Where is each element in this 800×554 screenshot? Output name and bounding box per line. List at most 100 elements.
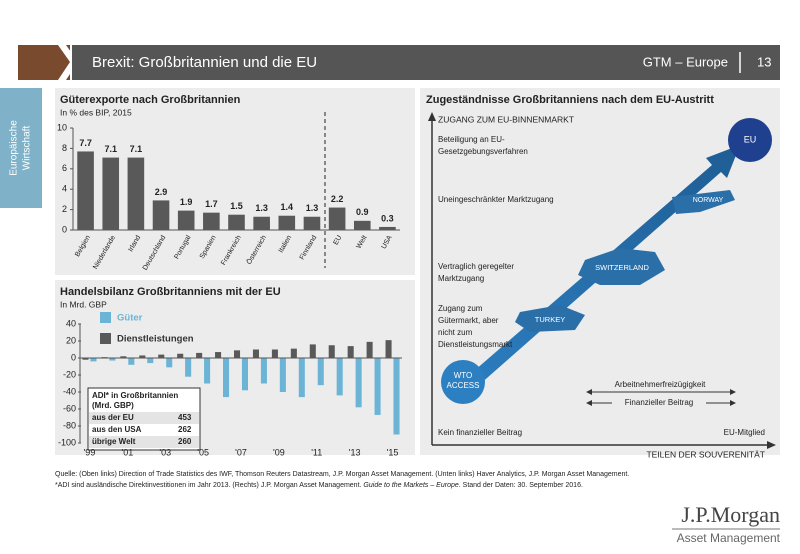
bar (147, 358, 154, 364)
footnote: *ADI sind ausländische Direktinvestition… (55, 482, 583, 489)
x-tick-label: '13 (349, 447, 361, 457)
inset-title: (Mrd. GBP) (92, 401, 134, 410)
value-label: 2.9 (155, 187, 168, 197)
arrowhead (586, 400, 592, 406)
level-label: Uneingeschränkter Marktzugang (438, 195, 554, 204)
x-tick-label: '09 (273, 447, 285, 457)
axis-arrow (767, 441, 776, 449)
header-bar (72, 45, 780, 80)
x-tick-label: '11 (311, 447, 322, 457)
x-end-label: Kein finanzieller Beitrag (438, 428, 522, 437)
bar (177, 353, 184, 358)
node-label: WTO (454, 371, 473, 380)
value-label: 1.7 (205, 199, 218, 209)
node-label: SWITZERLAND (595, 263, 649, 272)
chart-subtitle: In Mrd. GBP (60, 299, 107, 309)
header-title: Brexit: Großbritannien und die EU (92, 54, 317, 71)
axis-arrow (428, 112, 436, 121)
x-end-label: EU-Mitglied (724, 428, 765, 437)
value-label: 1.3 (255, 203, 268, 213)
arrowhead (730, 400, 736, 406)
y-tick-label: -80 (63, 420, 76, 430)
level-label: Marktzugang (438, 274, 484, 283)
x-tick-label: '05 (197, 447, 209, 457)
value-label: 1.5 (230, 201, 243, 211)
value-label: 7.1 (104, 144, 117, 154)
x-tick-label: '15 (387, 447, 399, 457)
y-tick-label: -40 (63, 386, 76, 396)
arrowhead (730, 389, 736, 395)
logo: J.P.Morgan (681, 502, 780, 527)
bar (166, 358, 173, 368)
diagram-title: Zugeständnisse Großbritanniens nach dem … (426, 94, 714, 106)
sidebar-tab (0, 88, 42, 208)
value-label: 2.2 (331, 194, 344, 204)
bar (328, 207, 346, 230)
bar (128, 358, 135, 365)
bar (385, 340, 392, 358)
bar (152, 200, 170, 230)
arrow-label: Arbeitnehmerfreizügigkeit (615, 380, 706, 389)
level-label: nicht zum (438, 328, 473, 337)
node-label: NORWAY (693, 197, 724, 204)
bar (228, 214, 245, 230)
x-tick-label: '99 (84, 447, 96, 457)
bar (158, 354, 165, 358)
node-eu (728, 118, 772, 162)
x-tick-label: EU (333, 234, 344, 246)
inset-cell: aus der EU (92, 413, 134, 422)
inset-cell: 260 (178, 437, 192, 446)
level-label: Vertraglich geregelter (438, 262, 514, 271)
bar (336, 358, 343, 396)
chart-title: Güterexporte nach Großbritannien (60, 94, 241, 106)
footnote-part: . Stand der Daten: 30. September 2016. (459, 482, 583, 489)
level-label: Gesetzgebungsverfahren (438, 147, 528, 156)
inset-table: ADI* in Großbritannien (Mrd. GBP) aus de… (87, 387, 201, 451)
bar (77, 151, 94, 230)
bar (120, 356, 127, 358)
value-label: 0.9 (356, 207, 369, 217)
bar (109, 358, 116, 361)
inset-row (89, 424, 199, 436)
inset-cell: 453 (178, 413, 192, 422)
value-label: 0.3 (381, 213, 394, 223)
value-label: 1.9 (180, 197, 193, 207)
bar (328, 345, 335, 358)
level-label: Dienstleistungsmarkt (438, 340, 513, 349)
chart-title: Handelsbilanz Großbritanniens mit der EU (60, 286, 281, 298)
footnote-part: Guide to the Markets – Europe (363, 482, 458, 489)
node-label: EU (744, 134, 757, 144)
sidebar-label: Europäische (9, 120, 20, 176)
logo-sub: Asset Management (677, 531, 781, 545)
label-bg (612, 397, 706, 409)
inset-cell: übrige Welt (92, 437, 136, 446)
header-series: GTM – Europe (643, 54, 728, 69)
bar (90, 358, 97, 362)
node-switzerland (578, 248, 665, 285)
node-label: TURKEY (535, 315, 565, 324)
y-tick-label: 10 (57, 122, 67, 132)
y-tick-label: -20 (63, 369, 76, 379)
value-label: 7.1 (130, 144, 143, 154)
value-label: 1.4 (281, 202, 294, 212)
bar (139, 355, 146, 358)
bar (204, 358, 211, 384)
bar (279, 358, 286, 392)
page-number: 13 (757, 54, 771, 69)
bar (203, 212, 220, 230)
inset-title: ADI* in Großbritannien (92, 391, 178, 400)
bar (355, 358, 362, 408)
y-tick-label: 0 (71, 352, 76, 362)
value-label: 1.3 (306, 203, 319, 213)
x-tick-label: '01 (121, 447, 133, 457)
inset-row (89, 412, 199, 424)
chart-subtitle: In % des BIP, 2015 (60, 107, 132, 117)
bar (177, 210, 195, 230)
bar (253, 216, 270, 230)
y-tick-label: -100 (58, 437, 76, 447)
legend-swatch (100, 333, 111, 344)
y-tick-label: 4 (62, 184, 67, 194)
bar (347, 346, 354, 358)
bar (196, 352, 203, 358)
bar (82, 358, 89, 360)
